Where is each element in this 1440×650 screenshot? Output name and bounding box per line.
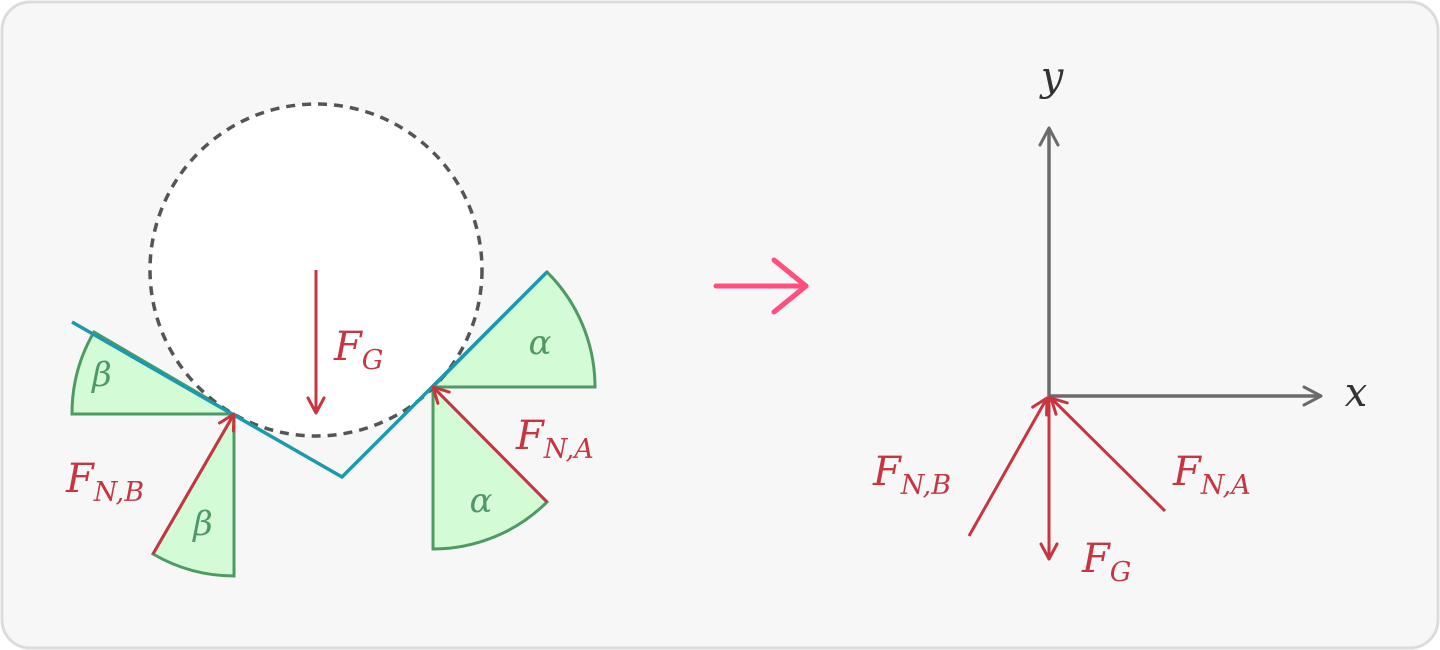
- right-force-normal-a-label: FN,A: [1172, 449, 1251, 501]
- angle-label-alpha-lower: α: [470, 481, 493, 521]
- angle-label-beta-upper: β: [90, 355, 112, 395]
- support-surfaces: [71, 270, 549, 480]
- right-force-normal-b-label: FN,B: [872, 449, 951, 501]
- force-normal-b-arrow: [151, 412, 236, 555]
- force-normal-a-label: FN,A: [515, 413, 594, 465]
- axis-y-label: y: [1039, 54, 1065, 100]
- right-force-normal-a-arrow: [1049, 396, 1167, 513]
- angle-wedge-beta-lower: [150, 408, 236, 578]
- axis-x-label: x: [1345, 370, 1368, 416]
- force-gravity-label: FG: [333, 324, 383, 376]
- angle-wedge-alpha-lower: [431, 383, 550, 551]
- force-normal-b-label: FN,B: [65, 456, 144, 508]
- angle-label-beta-lower: β: [191, 504, 213, 544]
- angle-label-alpha-upper: α: [529, 323, 552, 363]
- angle-wedge-alpha-upper: [429, 269, 597, 389]
- force-normal-a-arrow: [431, 385, 549, 504]
- right-force-normal-b-arrow: [967, 396, 1049, 537]
- right-force-gravity-label: FG: [1081, 536, 1131, 588]
